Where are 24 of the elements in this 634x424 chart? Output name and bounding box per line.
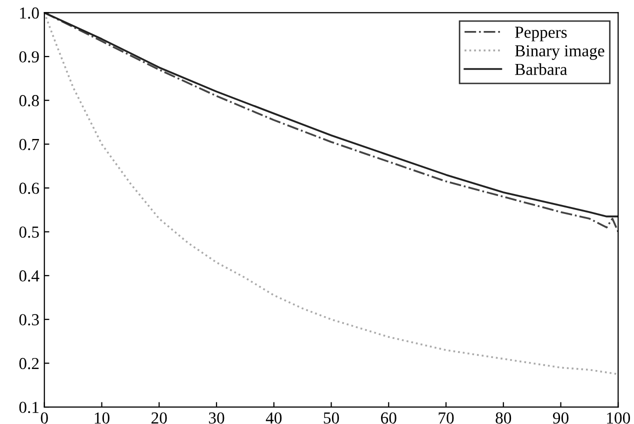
y-tick-label: 0.9 <box>19 51 39 63</box>
y-tick-label: 0.5 <box>19 226 39 238</box>
y-tick-label: 0.3 <box>19 314 39 326</box>
x-tick-label: 0 <box>40 412 48 424</box>
y-tick-label: 1.0 <box>20 7 39 19</box>
x-tick-label: 40 <box>266 412 282 424</box>
y-tick-label: 0.4 <box>19 270 40 282</box>
x-tick-label: 100 <box>607 412 630 424</box>
x-tick-label: 30 <box>208 412 224 424</box>
x-tick-label: 70 <box>438 412 454 424</box>
y-tick-label: 0.8 <box>19 95 39 106</box>
y-tick-label: 0.2 <box>19 358 39 370</box>
legend-label: Peppers <box>515 26 567 42</box>
x-tick-label: 20 <box>152 412 167 424</box>
x-tick-label: 90 <box>552 412 568 424</box>
x-tick-label: 10 <box>94 412 110 424</box>
legend-label: Binary image <box>515 45 604 60</box>
x-tick-label: 50 <box>324 412 339 424</box>
y-tick-label: 0.7 <box>19 138 40 150</box>
x-tick-label: 60 <box>381 412 396 424</box>
y-tick-label: 0.1 <box>19 402 39 414</box>
x-tick-label: 80 <box>496 412 512 424</box>
y-tick-label: 0.6 <box>19 182 40 194</box>
legend-label: Barbara <box>515 63 568 76</box>
